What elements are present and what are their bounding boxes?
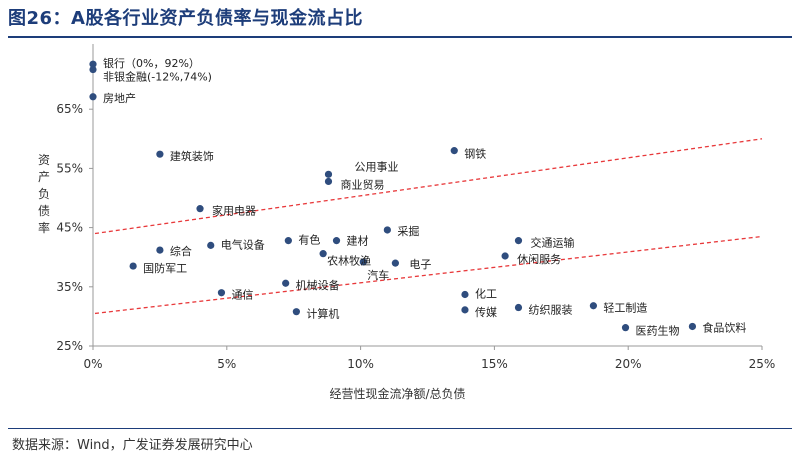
point-label: 休闲服务 [517,252,561,266]
point-label: 有色 [298,233,320,247]
data-point [501,252,509,260]
data-point [89,93,97,101]
data-point [359,258,367,266]
x-tick-label: 25% [749,357,776,371]
data-point [292,308,300,316]
point-label: 医药生物 [636,324,680,338]
point-label: 国防军工 [143,261,187,275]
x-axis-title: 经营性现金流净额/总负债 [329,386,465,401]
point-label: 纺织服装 [528,303,572,317]
data-point [383,226,391,234]
x-tick-label: 15% [481,357,508,371]
point-label: 家用电器 [212,204,256,218]
data-point [514,303,523,312]
point-label: 采掘 [397,224,419,238]
data-point [450,147,458,155]
data-point [461,306,469,314]
data-point [324,177,333,186]
data-point [514,237,523,245]
x-tick-label: 0% [83,357,102,371]
point-label: 机械设备 [296,278,340,292]
data-point [89,65,97,74]
data-point [319,250,327,258]
data-point [207,241,215,249]
trend-line [94,138,763,235]
point-label: 汽车 [367,268,389,282]
data-point [282,279,290,287]
data-point [461,290,469,299]
x-tick-label: 20% [615,357,642,371]
point-label: 建筑装饰 [170,149,214,163]
data-point [284,237,292,245]
point-label: 商业贸易 [340,177,384,191]
point-label: 综合 [170,244,192,258]
point-label: 农林牧渔 [327,254,371,268]
figure-title: 图26：A股各行业资产负债率与现金流占比 [8,8,363,29]
trend-lines [94,138,763,315]
y-axis-title: 资产负债率 [38,153,50,235]
y-tick-label: 35% [56,280,83,294]
point-label: 通信 [231,289,253,302]
point-label: 化工 [475,286,497,300]
point-label: 钢铁 [464,148,486,161]
y-tick-label: 55% [56,161,83,175]
point-label: 食品饮料 [702,320,746,334]
x-tick-label: 10% [347,357,374,371]
y-tick-label: 25% [56,339,83,353]
data-point [332,237,341,245]
data-points [89,60,697,332]
footer-divider [8,428,792,429]
point-label: 轻工制造 [603,301,647,315]
data-point [391,259,399,267]
point-label: 交通运输 [530,236,574,250]
data-point [129,262,137,270]
title-underline [8,36,792,38]
data-point [621,324,630,332]
point-label: 电气设备 [221,237,265,251]
title-bar: 图26：A股各行业资产负债率与现金流占比 [8,4,792,38]
point-label: 公用事业 [354,160,398,173]
point-label: 电子 [409,258,431,271]
x-tick-label: 5% [217,357,236,371]
data-point [324,170,333,178]
point-label: 房地产 [103,91,136,105]
data-point [217,289,226,297]
data-point [89,60,97,68]
data-point [688,322,697,331]
y-tick-label: 45% [56,221,83,235]
point-label: 银行（0%，92%） [103,56,200,70]
point-label: 计算机 [306,307,339,321]
chart-axes: 0% 5% 10% 15% 20% 25% 25% 35% 45% 55% 65% 经营性现金流净额/… [38,44,775,401]
data-point [156,150,164,158]
source-note: 数据来源：Wind，广发证券发展研究中心 [12,438,253,453]
data-point [589,302,598,310]
point-label: 建材 [347,234,369,248]
point-label: 非银金融(-12%,74%) [103,70,212,84]
scatter-chart: 0% 5% 10% 15% 20% 25% 25% 35% 45% 55% 65% 经营性现金流净额/… [38,44,775,401]
data-point [156,246,164,254]
point-label: 传媒 [475,306,497,319]
data-point [196,205,204,213]
trend-line [94,235,763,315]
y-tick-label: 65% [56,102,83,116]
